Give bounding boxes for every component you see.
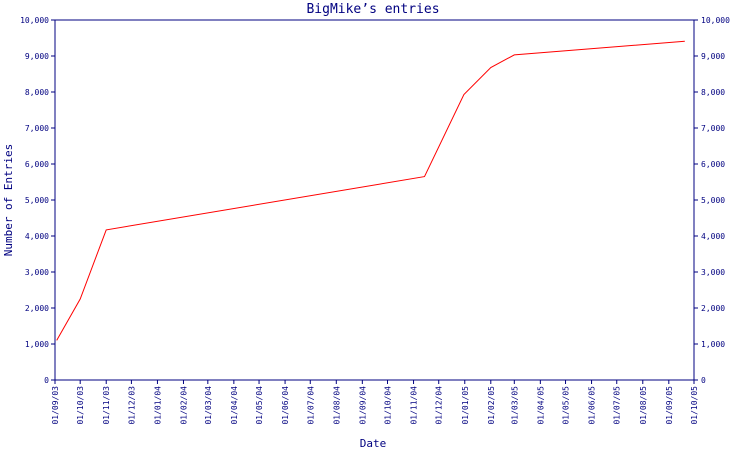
y-tick-label-left: 4,000 — [25, 232, 49, 241]
x-tick-label: 01/08/05 — [639, 386, 648, 425]
y-tick-label-left: 0 — [44, 376, 49, 385]
x-tick-label: 01/11/03 — [102, 386, 111, 425]
x-tick-label: 01/03/05 — [510, 386, 519, 425]
y-tick-label-right: 6,000 — [701, 160, 725, 169]
y-tick-label-left: 6,000 — [25, 160, 49, 169]
plot-area — [54, 19, 695, 381]
x-tick-label: 01/06/05 — [588, 386, 597, 425]
x-tick-label: 01/10/05 — [690, 386, 699, 425]
y-tick-label-right: 4,000 — [701, 232, 725, 241]
y-tick-label-left: 9,000 — [25, 52, 49, 61]
x-tick-label: 01/07/04 — [306, 386, 315, 425]
y-tick-label-left: 1,000 — [25, 340, 49, 349]
x-tick-label: 01/05/04 — [255, 386, 264, 425]
y-tick-label-left: 8,000 — [25, 88, 49, 97]
y-axis-right: 0 1,000 2,000 3,000 4,000 5,000 6,000 7,000 8,00… — [694, 16, 730, 385]
y-tick-label-right: 5,000 — [701, 196, 725, 205]
x-axis-title: Date — [360, 437, 387, 450]
x-tick-label: 01/05/05 — [562, 386, 571, 425]
y-tick-label-left: 2,000 — [25, 304, 49, 313]
x-tick-label: 01/04/04 — [230, 386, 239, 425]
x-tick-label: 01/02/04 — [179, 386, 188, 425]
x-tick-label: 01/08/04 — [332, 386, 341, 425]
y-axis-left: 0 1,000 2,000 3,000 4,000 5,000 6,000 7,000 8,00… — [20, 16, 55, 385]
x-tick-label: 01/11/04 — [410, 386, 419, 425]
y-tick-label-left: 5,000 — [25, 196, 49, 205]
chart-title: BigMike’s entries — [306, 2, 439, 17]
x-tick-label: 01/09/03 — [51, 386, 60, 425]
y-tick-label-right: 7,000 — [701, 124, 725, 133]
series-line — [56, 40, 685, 341]
y-tick-label-left: 7,000 — [25, 124, 49, 133]
x-tick-label: 01/02/05 — [487, 386, 496, 425]
y-axis-title: Number of Entries — [2, 144, 15, 257]
x-tick-label: 01/06/04 — [281, 386, 290, 425]
y-tick-label-right: 2,000 — [701, 304, 725, 313]
x-axis: 01/09/03 01/10/03 01/11/03 01/12/03 01/01/04… — [51, 380, 699, 425]
x-tick-label: 01/09/05 — [665, 386, 674, 425]
y-tick-label-right: 10,000 — [701, 16, 730, 25]
x-tick-label: 01/01/05 — [461, 386, 470, 425]
x-tick-label: 01/12/03 — [127, 386, 136, 425]
x-tick-label: 01/09/04 — [358, 386, 367, 425]
x-tick-label: 01/01/04 — [153, 386, 162, 425]
y-tick-label-right: 9,000 — [701, 52, 725, 61]
y-tick-label-right: 8,000 — [701, 88, 725, 97]
x-tick-label: 01/10/04 — [384, 386, 393, 425]
x-tick-label: 01/03/04 — [204, 386, 213, 425]
x-tick-label: 01/10/03 — [76, 386, 85, 425]
y-tick-label-right: 3,000 — [701, 268, 725, 277]
x-tick-label: 01/04/05 — [536, 386, 545, 425]
y-tick-label-right: 1,000 — [701, 340, 725, 349]
y-tick-label-right: 0 — [701, 376, 706, 385]
series-layer — [56, 40, 685, 341]
y-tick-label-left: 3,000 — [25, 268, 49, 277]
y-tick-label-left: 10,000 — [20, 16, 49, 25]
x-tick-label: 01/12/04 — [435, 386, 444, 425]
x-tick-label: 01/07/05 — [613, 386, 622, 425]
